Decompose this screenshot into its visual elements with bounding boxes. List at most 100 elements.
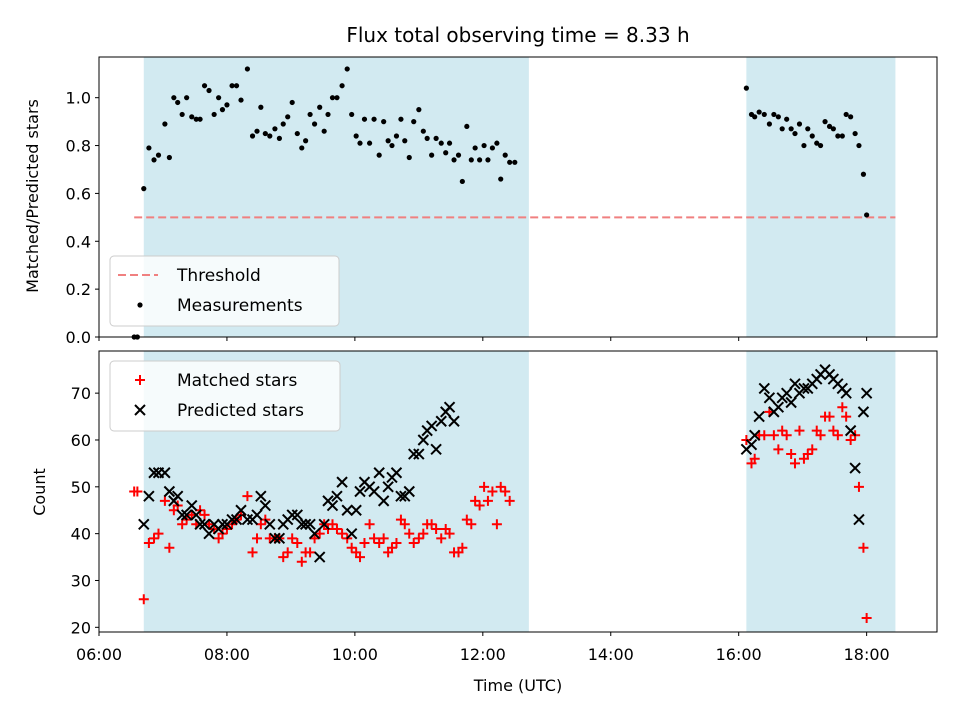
data-point	[264, 518, 276, 530]
data-point	[364, 519, 375, 530]
data-point	[285, 114, 291, 120]
data-point	[138, 518, 150, 530]
data-point	[141, 186, 147, 192]
data-point	[296, 518, 308, 530]
data-point	[777, 425, 788, 436]
data-point	[436, 533, 447, 544]
data-point	[435, 415, 447, 427]
data-point	[251, 509, 263, 521]
data-point	[403, 485, 415, 498]
data-point	[149, 533, 160, 544]
y-tick-label: 20	[71, 618, 91, 637]
y-tick-label: 30	[71, 571, 91, 590]
data-point	[763, 392, 776, 404]
data-point	[801, 142, 807, 149]
data-point	[404, 528, 415, 539]
data-point	[345, 527, 358, 540]
y-tick-label: 50	[71, 478, 91, 497]
data-point	[844, 424, 857, 437]
data-point	[381, 119, 387, 125]
data-point	[489, 145, 496, 151]
data-point	[354, 552, 365, 563]
data-point	[159, 495, 170, 506]
data-point	[807, 444, 818, 455]
data-point	[504, 495, 515, 506]
data-point	[336, 476, 348, 488]
data-point	[477, 157, 483, 163]
data-point	[841, 411, 852, 422]
data-point	[344, 66, 350, 72]
data-point	[230, 513, 243, 526]
data-point	[267, 133, 273, 139]
data-point	[468, 157, 474, 163]
data-point	[792, 130, 798, 137]
legend: Threshold Measurements	[109, 255, 340, 327]
data-point	[470, 495, 481, 506]
data-point	[451, 157, 457, 163]
data-point	[189, 114, 195, 120]
data-point	[201, 83, 208, 89]
data-point	[830, 126, 836, 132]
data-point	[759, 430, 770, 441]
data-point	[206, 87, 212, 94]
data-point	[334, 95, 340, 101]
data-point	[211, 111, 217, 118]
data-point	[252, 533, 263, 544]
data-point	[339, 83, 345, 89]
data-point	[331, 523, 342, 534]
data-point	[857, 406, 870, 418]
data-point	[242, 491, 253, 502]
legend-swatch	[137, 302, 143, 308]
data-point	[193, 116, 199, 122]
data-point	[353, 133, 359, 139]
data-point	[229, 83, 235, 89]
data-point	[411, 119, 417, 125]
data-point	[197, 116, 203, 122]
data-point	[235, 504, 247, 516]
data-point	[815, 430, 826, 441]
data-point	[828, 425, 839, 436]
data-point	[238, 97, 244, 103]
data-point	[151, 157, 157, 163]
legend-swatch	[134, 404, 146, 416]
legend: Matched stars Predicted stars	[109, 360, 341, 432]
data-point	[349, 111, 355, 118]
data-point	[426, 519, 437, 530]
data-point	[164, 542, 175, 553]
data-point	[444, 528, 455, 539]
data-point	[500, 486, 511, 497]
data-point	[491, 519, 502, 530]
data-point	[153, 528, 164, 539]
data-point	[276, 135, 282, 141]
data-point	[331, 490, 343, 502]
data-point	[391, 538, 402, 549]
data-point	[317, 104, 323, 110]
data-point	[771, 111, 777, 118]
data-point	[487, 486, 498, 497]
y-axis-label-bottom: Count	[30, 468, 49, 516]
data-point	[292, 538, 303, 549]
data-point	[773, 444, 784, 455]
data-point	[425, 420, 438, 432]
data-point	[247, 547, 258, 558]
data-point	[346, 542, 357, 553]
data-point	[186, 499, 198, 512]
data-point	[282, 547, 293, 558]
data-point	[472, 145, 478, 151]
data-point	[194, 518, 206, 530]
data-point	[826, 123, 833, 130]
data-point	[354, 485, 366, 498]
y-tick-label: 0.2	[66, 280, 91, 299]
data-point	[132, 486, 143, 497]
data-point	[416, 107, 422, 113]
data-point	[786, 449, 797, 460]
data-point	[785, 396, 797, 409]
data-point	[798, 382, 810, 395]
y-tick-label: 0.8	[66, 137, 91, 156]
data-point	[788, 126, 794, 132]
y-axis-label-top: Matched/Predicted stars	[23, 99, 42, 293]
data-point	[326, 499, 339, 512]
data-point	[241, 513, 254, 526]
data-point	[180, 509, 193, 521]
data-point	[779, 126, 785, 132]
